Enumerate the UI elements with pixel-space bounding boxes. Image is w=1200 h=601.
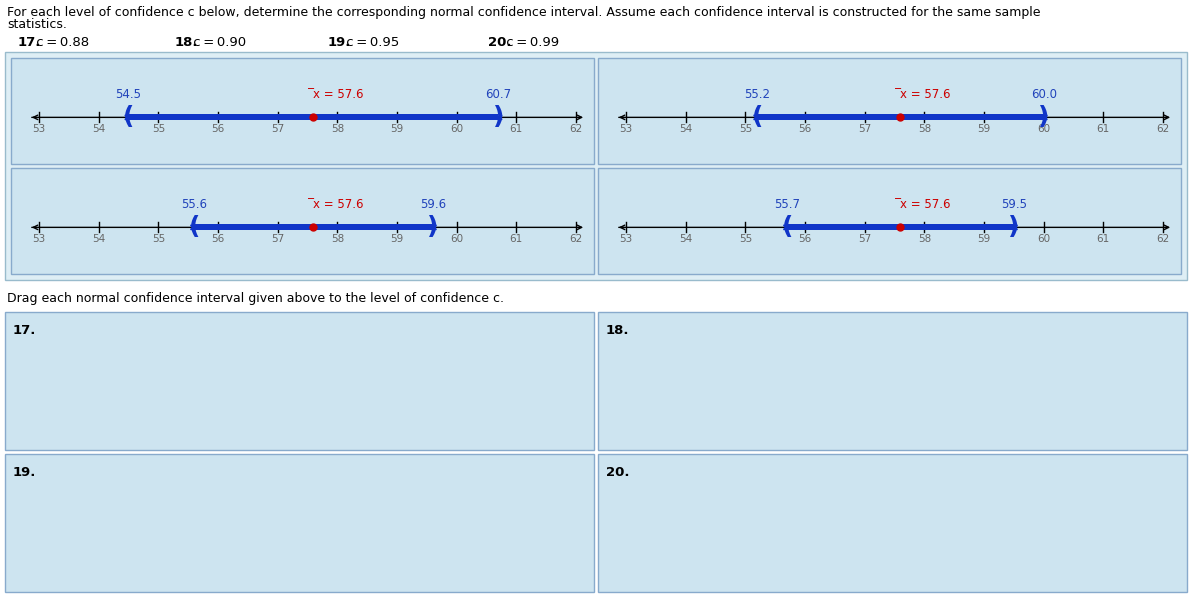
Text: ): ): [1038, 105, 1049, 129]
Bar: [194, 224, 433, 230]
Text: c = 0.90: c = 0.90: [190, 36, 246, 49]
Text: 54: 54: [679, 124, 692, 135]
Text: 59: 59: [390, 124, 403, 135]
Bar: [11, 58, 594, 164]
Text: 55: 55: [151, 234, 164, 245]
Bar: [128, 114, 498, 120]
Text: 62: 62: [1157, 124, 1170, 135]
Text: 58: 58: [331, 234, 344, 245]
Text: 60: 60: [450, 234, 463, 245]
Text: 55: 55: [739, 124, 752, 135]
Text: ̅x = 57.6: ̅x = 57.6: [314, 88, 365, 102]
Text: 60.0: 60.0: [1031, 88, 1057, 102]
Text: 62: 62: [569, 234, 583, 245]
Text: 60: 60: [1037, 124, 1050, 135]
Text: Drag each normal confidence interval given above to the level of confidence c.: Drag each normal confidence interval giv…: [7, 292, 504, 305]
Bar: [598, 168, 1181, 274]
Text: 58: 58: [331, 124, 344, 135]
Text: 19.: 19.: [328, 36, 352, 49]
Text: 62: 62: [1157, 234, 1170, 245]
Bar: [5, 312, 594, 450]
Text: 59.5: 59.5: [1001, 198, 1027, 212]
Text: (: (: [781, 215, 793, 239]
Text: 55: 55: [739, 234, 752, 245]
Text: 59: 59: [977, 124, 991, 135]
Text: 58: 58: [918, 234, 931, 245]
Text: ): ): [493, 105, 504, 129]
Text: 54: 54: [92, 234, 106, 245]
Text: c = 0.99: c = 0.99: [502, 36, 559, 49]
Text: 17.: 17.: [13, 324, 36, 337]
Text: 61: 61: [1097, 124, 1110, 135]
Text: 59.6: 59.6: [420, 198, 446, 212]
Text: 20.: 20.: [488, 36, 511, 49]
Text: 61: 61: [510, 234, 523, 245]
Text: 61: 61: [510, 124, 523, 135]
Bar: [5, 52, 1187, 280]
Text: (: (: [188, 215, 200, 239]
Text: 56: 56: [798, 124, 811, 135]
Text: 55: 55: [151, 124, 164, 135]
Text: 53: 53: [619, 124, 632, 135]
Text: 53: 53: [32, 234, 46, 245]
Text: 61: 61: [1097, 234, 1110, 245]
Text: 57: 57: [271, 124, 284, 135]
Text: c = 0.88: c = 0.88: [32, 36, 89, 49]
Text: 18.: 18.: [175, 36, 198, 49]
Text: 59: 59: [390, 234, 403, 245]
Text: 18.: 18.: [606, 324, 630, 337]
Text: 53: 53: [32, 124, 46, 135]
Text: 60: 60: [450, 124, 463, 135]
Text: 57: 57: [858, 124, 871, 135]
Text: 58: 58: [918, 124, 931, 135]
Text: 57: 57: [858, 234, 871, 245]
Text: 56: 56: [798, 234, 811, 245]
Text: 54: 54: [679, 234, 692, 245]
Text: 55.2: 55.2: [744, 88, 770, 102]
Text: 17.: 17.: [18, 36, 41, 49]
Text: 53: 53: [619, 234, 632, 245]
Text: 56: 56: [211, 234, 224, 245]
Text: ̅x = 57.6: ̅x = 57.6: [901, 198, 952, 212]
Text: 60: 60: [1037, 234, 1050, 245]
Text: 55.6: 55.6: [181, 198, 208, 212]
Text: (: (: [751, 105, 763, 129]
Bar: [598, 312, 1187, 450]
Text: ): ): [427, 215, 438, 239]
Bar: [598, 58, 1181, 164]
Text: 60.7: 60.7: [485, 88, 511, 102]
Text: statistics.: statistics.: [7, 18, 67, 31]
Text: For each level of confidence c below, determine the corresponding normal confide: For each level of confidence c below, de…: [7, 6, 1040, 19]
Text: 19.: 19.: [13, 466, 36, 479]
Text: 59: 59: [977, 234, 991, 245]
Bar: [11, 168, 594, 274]
Text: ): ): [1008, 215, 1020, 239]
Text: 54.5: 54.5: [115, 88, 142, 102]
Bar: [598, 454, 1187, 592]
Text: 62: 62: [569, 124, 583, 135]
Bar: [787, 224, 1014, 230]
Bar: [5, 454, 594, 592]
Text: c = 0.95: c = 0.95: [342, 36, 400, 49]
Text: (: (: [122, 105, 134, 129]
Text: ̅x = 57.6: ̅x = 57.6: [901, 88, 952, 102]
Text: 20.: 20.: [606, 466, 630, 479]
Text: 57: 57: [271, 234, 284, 245]
Text: ̅x = 57.6: ̅x = 57.6: [314, 198, 365, 212]
Text: 54: 54: [92, 124, 106, 135]
Bar: [757, 114, 1044, 120]
Text: 56: 56: [211, 124, 224, 135]
Text: 55.7: 55.7: [774, 198, 800, 212]
